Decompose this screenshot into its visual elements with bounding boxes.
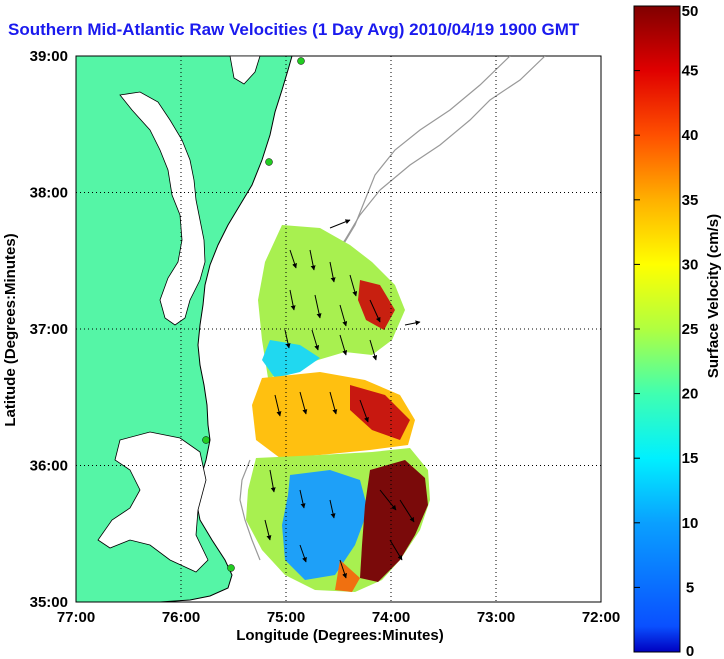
velocity-region-south-tip [335, 560, 360, 592]
colorbar-tick-label: 30 [682, 256, 699, 273]
grid-lines [76, 56, 601, 602]
station-marker [227, 564, 235, 572]
y-axis-ticks: 39:00 38:00 37:00 36:00 35:00 [30, 48, 68, 611]
colorbar-tick-label: 25 [682, 321, 699, 338]
colorbar-tick-label: 35 [682, 192, 699, 209]
colorbar [633, 5, 681, 653]
delaware-bay [229, 56, 261, 85]
colorbar-tick-label: 15 [682, 450, 699, 467]
colorbar-ticks: 0 5 10 15 20 25 30 35 40 45 50 [634, 3, 698, 659]
colorbar-tick-label: 5 [686, 579, 694, 596]
station-marker [297, 57, 305, 65]
velocity-region-north-red [358, 280, 395, 330]
velocity-region-central-red [350, 385, 410, 440]
colorbar-tick-label: 45 [682, 63, 699, 80]
x-tick-label: 77:00 [57, 609, 95, 626]
y-tick-label: 36:00 [30, 458, 68, 475]
x-tick-label: 72:00 [582, 609, 620, 626]
y-tick-label: 38:00 [30, 185, 68, 202]
colorbar-tick-label: 50 [682, 3, 699, 20]
station-marker [202, 436, 210, 444]
x-tick-label: 76:00 [162, 609, 200, 626]
colorbar-tick-label: 10 [682, 515, 699, 532]
x-axis-label: Longitude (Degrees:Minutes) [236, 627, 444, 644]
y-tick-label: 37:00 [30, 321, 68, 338]
y-axis-label: Latitude (Degrees:Minutes) [2, 233, 19, 426]
colorbar-tick-label: 40 [682, 127, 699, 144]
y-tick-label: 39:00 [30, 48, 68, 65]
velocity-region-north-cyan [262, 340, 320, 378]
x-tick-label: 73:00 [477, 609, 515, 626]
station-marker [265, 158, 273, 166]
x-tick-label: 74:00 [372, 609, 410, 626]
x-tick-label: 75:00 [267, 609, 305, 626]
colorbar-tick-label: 20 [682, 386, 699, 403]
x-axis-ticks: 77:00 76:00 75:00 74:00 73:00 72:00 [57, 609, 620, 626]
velocity-region-south-jet [360, 460, 428, 582]
velocity-region-south-slow [282, 470, 368, 580]
chesapeake-bay [119, 91, 206, 326]
colorbar-tick-label: 0 [686, 643, 694, 659]
chart-title: Southern Mid-Atlantic Raw Velocities (1 … [8, 20, 580, 39]
radar-stations [202, 57, 305, 572]
y-tick-label: 35:00 [30, 594, 68, 611]
bathymetry-contours [239, 56, 546, 561]
colorbar-label: Surface Velocity (cm/s) [705, 214, 722, 378]
